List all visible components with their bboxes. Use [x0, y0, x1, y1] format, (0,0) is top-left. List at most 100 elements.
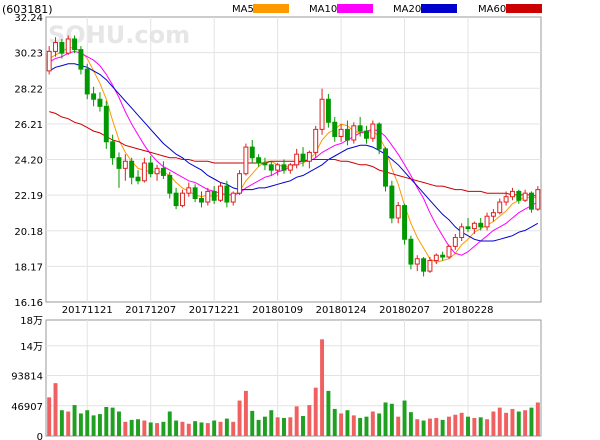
- price-axis-labels: 32.24 30.23 28.22 26.21 24.20 22.19 20.18 18.17…: [14, 13, 43, 309]
- candle-body-up: [370, 123, 376, 139]
- candle-body-up: [497, 201, 503, 214]
- volume-bar: [174, 420, 179, 436]
- volume-bar: [491, 411, 496, 436]
- candle-body-up: [459, 226, 465, 238]
- candle-body-up: [490, 212, 496, 217]
- volume-bar: [339, 413, 344, 436]
- candle-body-up: [65, 38, 71, 54]
- candle-body-down: [344, 128, 350, 141]
- ticker-label: (603181): [2, 3, 53, 16]
- price-tick-label: 28.22: [14, 84, 43, 95]
- candle-body-down: [91, 93, 97, 100]
- volume-bar: [402, 400, 407, 436]
- candle-body-up: [535, 189, 541, 210]
- candle-body-up: [237, 173, 243, 194]
- price-tick-label: 22.19: [14, 191, 43, 202]
- volume-bar: [326, 390, 331, 436]
- date-tick-label: 20171207: [125, 305, 176, 316]
- volume-bar: [377, 413, 382, 436]
- volume-tick-label: 93814: [11, 372, 43, 383]
- volume-panel: 18万 14万 93814 46907 0: [11, 316, 542, 440]
- candle-body-down: [389, 185, 395, 219]
- volume-bar: [408, 412, 413, 436]
- candle-body-up: [522, 192, 528, 201]
- candle-body-up: [243, 146, 249, 175]
- price-tick-label: 24.20: [14, 156, 43, 167]
- volume-bar: [351, 415, 356, 436]
- date-tick-label: 20180207: [379, 305, 430, 316]
- volume-bar: [167, 411, 172, 436]
- candle-body-down: [78, 49, 84, 70]
- candle-body-down: [249, 146, 255, 159]
- candle-body-down: [364, 130, 369, 139]
- volume-bar: [231, 421, 236, 436]
- volume-bar: [104, 407, 109, 436]
- candle-body-down: [300, 153, 306, 162]
- candle-body-up: [294, 153, 300, 166]
- volume-tick-label: 46907: [11, 402, 43, 413]
- candle-body-down: [325, 98, 331, 123]
- volume-bar: [434, 417, 439, 436]
- volume-bar: [72, 405, 77, 436]
- volume-bar: [504, 412, 509, 436]
- volume-bar: [205, 423, 210, 436]
- legend-label: MA10: [309, 4, 337, 15]
- volume-bar: [370, 411, 375, 436]
- candle-body-up: [205, 190, 211, 203]
- volume-bar: [47, 397, 52, 436]
- candle-body-down: [529, 192, 534, 210]
- volume-bar: [256, 419, 261, 436]
- volume-bar: [294, 406, 299, 436]
- volume-bar: [110, 407, 115, 436]
- candle-body-down: [281, 164, 287, 171]
- volume-bar: [117, 411, 121, 436]
- volume-bar: [383, 402, 388, 436]
- volume-bar: [516, 411, 521, 436]
- candle-body-up: [141, 162, 147, 182]
- legend-label: MA60: [478, 4, 506, 15]
- candle-body-up: [313, 128, 319, 153]
- candle-body-down: [110, 141, 116, 159]
- volume-bar: [78, 413, 83, 436]
- volume-bar: [478, 417, 483, 436]
- volume-bar: [447, 416, 451, 436]
- candle-body-down: [465, 226, 471, 230]
- candle-body-up: [338, 128, 344, 137]
- candle-body-up: [395, 205, 401, 219]
- volume-bar: [282, 417, 286, 436]
- volume-bar: [243, 390, 248, 436]
- volume-bar: [485, 419, 490, 436]
- price-tick-label: 32.24: [14, 13, 43, 24]
- volume-bar: [148, 422, 153, 436]
- candle-body-up: [427, 260, 433, 272]
- candle-body-up: [503, 196, 509, 203]
- date-tick-label: 20171121: [62, 305, 113, 316]
- volume-bar: [421, 420, 426, 436]
- candle-body-up: [154, 167, 160, 175]
- volume-bar: [466, 416, 470, 436]
- volume-bar: [155, 423, 160, 436]
- volume-bar: [320, 339, 325, 436]
- volume-bar: [396, 416, 401, 436]
- candle-body-down: [173, 192, 179, 207]
- moving-average-lines: [48, 47, 539, 263]
- volume-bar: [345, 410, 350, 436]
- price-tick-label: 18.17: [14, 262, 43, 273]
- volume-tick-label: 14万: [20, 342, 43, 353]
- price-tick-label: 20.18: [14, 227, 43, 238]
- date-tick-label: 20180109: [252, 305, 303, 316]
- volume-bar: [97, 414, 102, 436]
- volume-bar: [250, 410, 255, 436]
- candle-body-down: [408, 238, 414, 265]
- candle-body-down: [211, 190, 217, 201]
- candle-body-up: [452, 236, 458, 247]
- candle-body-down: [129, 160, 135, 178]
- volume-bar: [136, 419, 140, 436]
- volume-bar: [91, 415, 96, 436]
- volume-bar: [161, 421, 166, 436]
- candle-body-up: [275, 164, 281, 171]
- volume-bar: [237, 400, 242, 436]
- candle-body-up: [414, 258, 420, 265]
- watermark: SOHU.com: [48, 21, 190, 49]
- volume-bar: [389, 403, 394, 436]
